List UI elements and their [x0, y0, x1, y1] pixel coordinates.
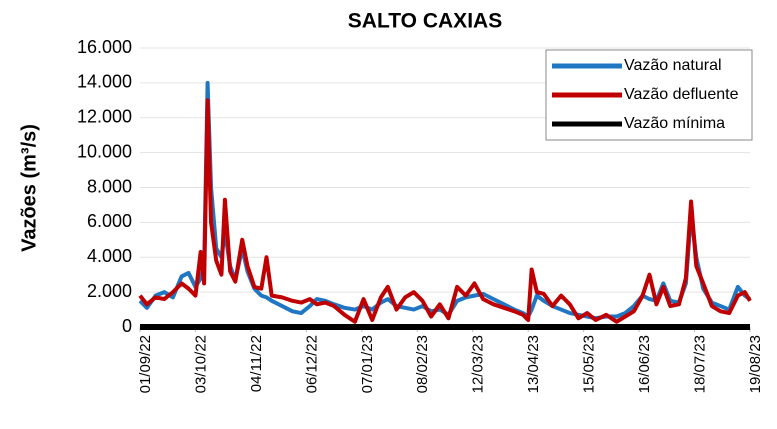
- chart-title: SALTO CAXIAS: [348, 10, 502, 33]
- series-line: [138, 98, 752, 324]
- x-tick-label: 04/11/22: [248, 335, 265, 392]
- y-axis-label: Vazões (m³/s): [18, 124, 40, 252]
- x-tick-label: 18/07/23: [692, 335, 709, 393]
- x-tick-label: 07/01/23: [359, 335, 376, 393]
- y-tick-label: 10.000: [77, 141, 132, 161]
- y-tick-label: 12.000: [77, 107, 132, 127]
- x-tick-label: 19/08/23: [747, 335, 764, 393]
- x-tick-label: 13/04/23: [525, 335, 542, 393]
- x-tick-label: 12/03/23: [470, 335, 487, 393]
- legend: Vazão natural Vazão defluente Vazão mínima: [545, 49, 753, 141]
- x-tick-label: 03/10/22: [192, 335, 209, 393]
- y-tick-label: 2.000: [87, 281, 132, 301]
- legend-label: Vazão mínima: [624, 115, 725, 132]
- y-tick-label: 16.000: [77, 37, 132, 57]
- x-tick-label: 08/02/23: [414, 335, 431, 393]
- y-tick-label: 4.000: [87, 246, 132, 266]
- y-tick-label: 0: [122, 316, 132, 336]
- y-tick-label: 14.000: [77, 72, 132, 92]
- y-tick-label: 6.000: [87, 211, 132, 231]
- y-tick-label: 8.000: [87, 176, 132, 196]
- x-tick-label: 15/05/23: [581, 335, 598, 393]
- x-tick-label: 06/12/22: [303, 335, 320, 393]
- x-tick-label: 01/09/22: [137, 335, 154, 393]
- legend-label: Vazão natural: [624, 57, 722, 74]
- x-tick-label: 16/06/23: [636, 335, 653, 393]
- legend-label: Vazão defluente: [624, 86, 739, 103]
